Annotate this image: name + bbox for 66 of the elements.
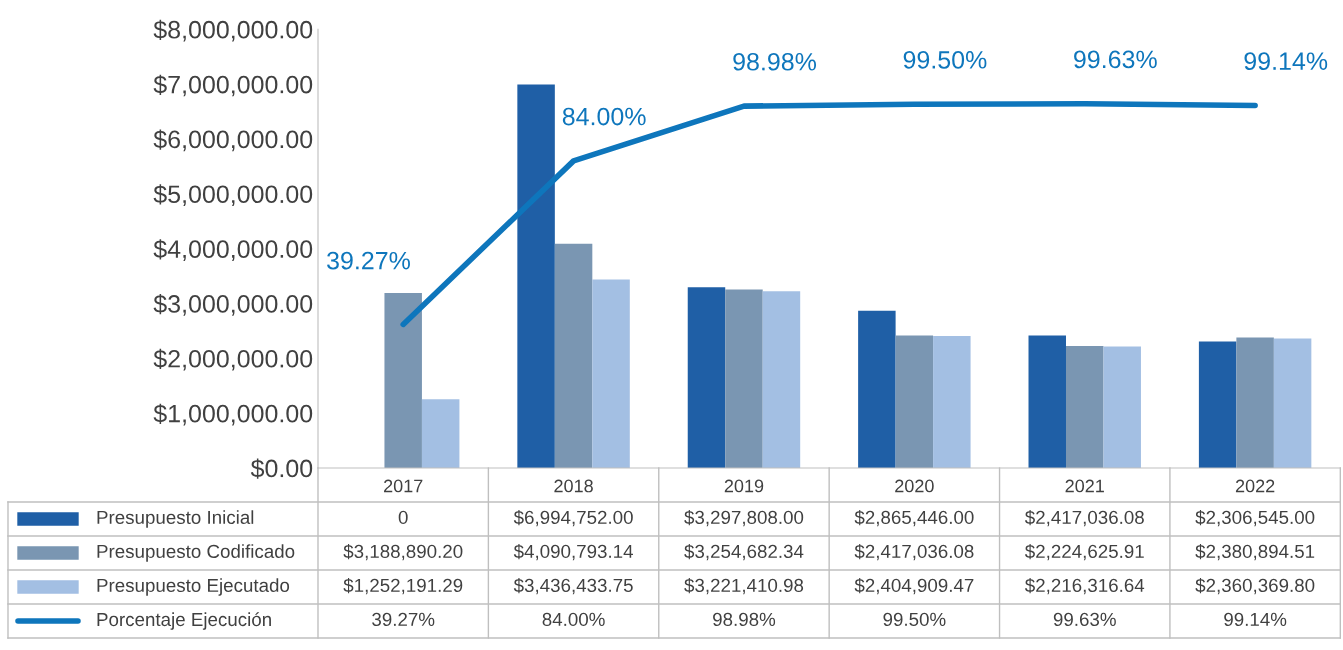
bar (933, 336, 971, 468)
y-tick-label: $0.00 (250, 458, 313, 479)
data-label: 99.63% (1053, 612, 1116, 627)
text: 99.50% (903, 51, 987, 69)
x-tick-label: 2021 (1065, 479, 1104, 493)
data-label: 84.00% (542, 612, 605, 627)
data-label: $2,306,545.00 (1195, 509, 1315, 527)
bar (1065, 345, 1104, 468)
bar (895, 335, 934, 468)
data-label: $2,224,625.91 (1024, 543, 1144, 561)
x-tick-label: 2017 (384, 479, 423, 493)
y-tick-label: $4,000,000.00 (153, 239, 313, 261)
bar (1273, 338, 1312, 468)
data-label: $2,417,036.08 (1024, 509, 1144, 527)
legend-label: Presupuesto Inicial (97, 510, 254, 528)
legend-label: Presupuesto Codificado (97, 544, 295, 562)
bar (1198, 341, 1237, 468)
x-tick-label: 2020 (895, 479, 934, 493)
y-tick-label: $3,000,000.00 (153, 294, 313, 316)
y-tick-label: $5,000,000.00 (153, 184, 313, 207)
text: 39.27% (327, 251, 410, 270)
text: 99.63% (1074, 50, 1157, 69)
bar (1103, 346, 1141, 468)
x-tick-label: 2018 (554, 479, 593, 493)
bar (725, 289, 763, 468)
text: 84.00% (562, 107, 646, 126)
bar (687, 287, 726, 468)
data-label: $3,436,433.75 (513, 577, 633, 595)
bar (384, 293, 422, 468)
y-tick-label: $8,000,000.00 (153, 19, 313, 42)
data-label: 0 (398, 510, 408, 525)
text: 98.98% (733, 52, 817, 71)
legend-label: Presupuesto Ejecutado (97, 578, 290, 596)
x-tick-label: 2022 (1235, 479, 1275, 493)
data-label: $3,221,410.98 (684, 577, 804, 595)
data-label: $2,216,316.64 (1024, 577, 1145, 595)
data-label: $2,865,446.00 (854, 509, 974, 527)
y-tick-label: $6,000,000.00 (153, 129, 313, 152)
bar (592, 279, 630, 468)
data-label: $1,252,191.29 (343, 577, 463, 595)
data-label: $2,404,909.47 (854, 577, 974, 595)
bar (1028, 335, 1066, 468)
bar (762, 291, 801, 468)
bar (858, 310, 896, 468)
bar (554, 243, 593, 468)
y-tick-label: $1,000,000.00 (153, 403, 313, 426)
bar (421, 399, 460, 468)
bar (1236, 337, 1274, 468)
data-label: $2,417,036.08 (854, 543, 974, 561)
data-label: $3,297,808.00 (684, 509, 804, 527)
y-tick-label: $7,000,000.00 (153, 74, 313, 97)
data-label: $2,360,369.80 (1195, 577, 1315, 595)
data-label: 99.14% (1224, 612, 1287, 627)
data-label: 98.98% (713, 612, 776, 627)
bar (517, 84, 555, 468)
data-label: $4,090,793.14 (513, 543, 633, 561)
data-label: 99.50% (883, 612, 946, 627)
data-label: $3,254,682.34 (684, 543, 804, 561)
legend-label: Porcentaje Ejecución (97, 612, 271, 630)
y-tick-label: $2,000,000.00 (153, 348, 313, 371)
data-label: 39.27% (372, 612, 435, 627)
data-label: $2,380,894.51 (1195, 543, 1315, 561)
data-label: $3,188,890.20 (343, 543, 463, 561)
data-label: $6,994,752.00 (513, 509, 633, 527)
x-tick-label: 2019 (724, 479, 764, 493)
text: 99.14% (1244, 52, 1328, 71)
